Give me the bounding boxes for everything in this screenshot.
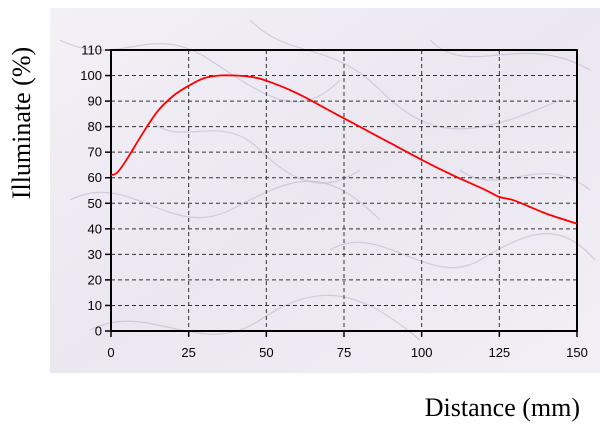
y-tick-label: 50 (88, 196, 102, 211)
texture-vein (89, 294, 421, 341)
texture-vein (459, 169, 591, 191)
chart-background (50, 8, 600, 373)
y-tick-label: 70 (88, 145, 102, 160)
grid-lines (111, 50, 577, 331)
y-tick-label: 110 (81, 43, 102, 58)
x-tick-label: 0 (107, 345, 114, 360)
y-axis-title: Illuminate (%) (7, 47, 36, 199)
x-axis-title: Distance (mm) (425, 393, 580, 422)
y-tick-label: 60 (88, 170, 102, 185)
series-layer (110, 74, 578, 225)
x-tick-label: 25 (181, 345, 195, 360)
y-tick-label: 40 (88, 221, 102, 236)
y-tick-label: 90 (88, 94, 102, 109)
y-axis: 0 10 20 30 40 50 60 70 80 90 100 110 (80, 43, 111, 339)
x-tick-label: 100 (411, 345, 433, 360)
y-tick-label: 20 (88, 272, 102, 287)
y-tick-label: 80 (88, 119, 102, 134)
texture-vein (249, 19, 561, 130)
x-tick-label: 50 (259, 345, 273, 360)
x-tick-label: 75 (337, 345, 351, 360)
texture-vein (149, 119, 361, 184)
y-tick-label: 30 (88, 247, 102, 262)
series-line (110, 74, 578, 225)
x-axis: 0 25 50 75 100 125 150 (107, 331, 588, 360)
x-tick-label: 125 (488, 345, 510, 360)
texture-vein (329, 233, 596, 269)
texture-vein (69, 180, 381, 221)
y-tick-label: 100 (80, 68, 102, 83)
y-tick-label: 10 (88, 298, 102, 313)
y-tick-label: 0 (95, 324, 102, 339)
x-tick-label: 150 (566, 345, 588, 360)
